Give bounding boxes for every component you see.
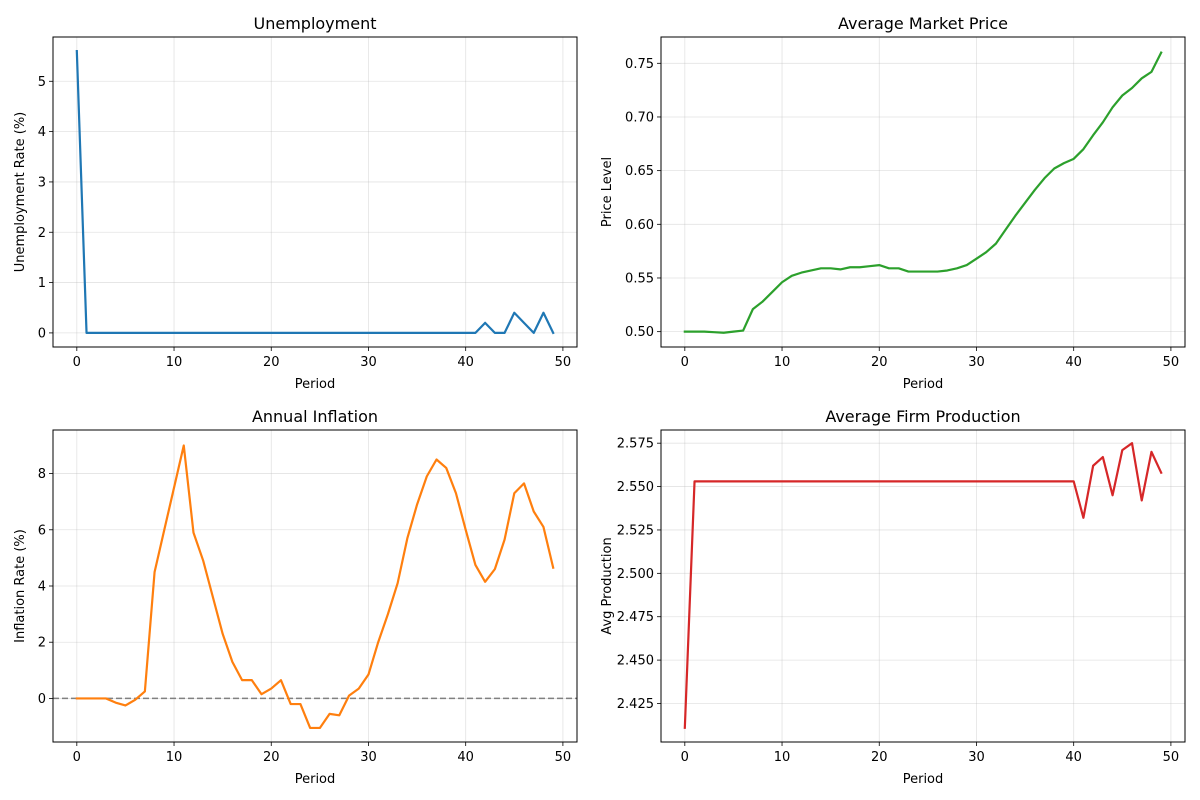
chart-title: Average Market Price [838,14,1008,33]
x-tick-label: 30 [968,355,985,370]
y-axis-label: Avg Production [600,537,615,634]
x-tick-label: 50 [555,750,572,765]
x-axis-label: Period [903,377,944,392]
x-tick-label: 0 [73,750,81,765]
axes-frame [52,36,578,348]
x-axis-label: Period [295,377,336,392]
y-tick-label: 3 [38,175,46,190]
y-tick-label: 0 [38,692,46,707]
chart-panel-1: 0 10 20 30 40 50 0 1 2 3 4 5 Unemployment Period Unemp… [13,14,578,392]
x-tick-label: 30 [360,355,377,370]
y-tick-label: 2.525 [617,523,654,538]
y-tick-label: 0.75 [625,57,654,72]
x-tick-label: 20 [263,355,280,370]
x-tick-label: 10 [774,355,791,370]
x-axis-label: Period [903,772,944,787]
y-tick-label: 5 [38,75,46,90]
y-tick-label: 0.65 [625,164,654,179]
y-tick-label: 0 [38,326,46,341]
y-tick-label: 2.550 [617,480,654,495]
data-line [683,51,1163,334]
y-tick-label: 2 [38,636,46,651]
x-tick-label: 10 [166,355,183,370]
axes-frame [660,429,1186,743]
y-tick-label: 0.50 [625,325,654,340]
data-line [683,442,1163,729]
y-tick-label: 2.450 [617,654,654,669]
chart-title: Average Firm Production [825,407,1020,426]
y-tick-label: 4 [38,125,46,140]
y-tick-label: 1 [38,276,46,291]
axes-frame [660,36,1186,348]
y-axis-label: Unemployment Rate (%) [13,112,28,273]
x-axis-label: Period [295,772,336,787]
x-tick-label: 50 [1163,355,1180,370]
y-axis-label: Price Level [600,157,615,227]
y-tick-label: 2.475 [617,610,654,625]
y-tick-label: 0.55 [625,271,654,286]
x-tick-label: 20 [871,355,888,370]
y-tick-label: 4 [38,580,46,595]
chart-title: Annual Inflation [252,407,378,426]
data-line [75,444,555,730]
y-tick-label: 2.500 [617,567,654,582]
chart-title: Unemployment [254,14,377,33]
x-tick-label: 0 [73,355,81,370]
x-tick-label: 20 [263,750,280,765]
chart-panel-3: 0 10 20 30 40 50 0 2 4 6 8 Annual Inflation Period In… [13,407,578,787]
x-tick-label: 40 [457,750,474,765]
x-tick-label: 10 [166,750,183,765]
x-tick-label: 50 [1163,750,1180,765]
x-tick-label: 0 [681,355,689,370]
y-tick-label: 2.575 [617,437,654,452]
y-tick-label: 2.425 [617,697,654,712]
x-tick-label: 40 [1065,355,1082,370]
chart-panel-4: 0 10 20 30 40 50 2.425 2.450 2.475 2.500 2.525 2.55… [600,407,1186,787]
x-tick-label: 30 [360,750,377,765]
y-tick-label: 0.60 [625,218,654,233]
x-tick-label: 10 [774,750,791,765]
x-tick-label: 20 [871,750,888,765]
x-tick-label: 40 [457,355,474,370]
y-axis-label: Inflation Rate (%) [13,529,28,643]
x-tick-label: 0 [681,750,689,765]
x-tick-label: 30 [968,750,985,765]
chart-panel-2: 0 10 20 30 40 50 0.50 0.55 0.60 0.65 0.70 0.75 Avera… [600,14,1186,392]
y-tick-label: 0.70 [625,110,654,125]
y-tick-label: 6 [38,523,46,538]
data-line [75,49,555,335]
y-tick-label: 8 [38,467,46,482]
x-tick-label: 50 [555,355,572,370]
y-tick-label: 2 [38,226,46,241]
x-tick-label: 40 [1065,750,1082,765]
